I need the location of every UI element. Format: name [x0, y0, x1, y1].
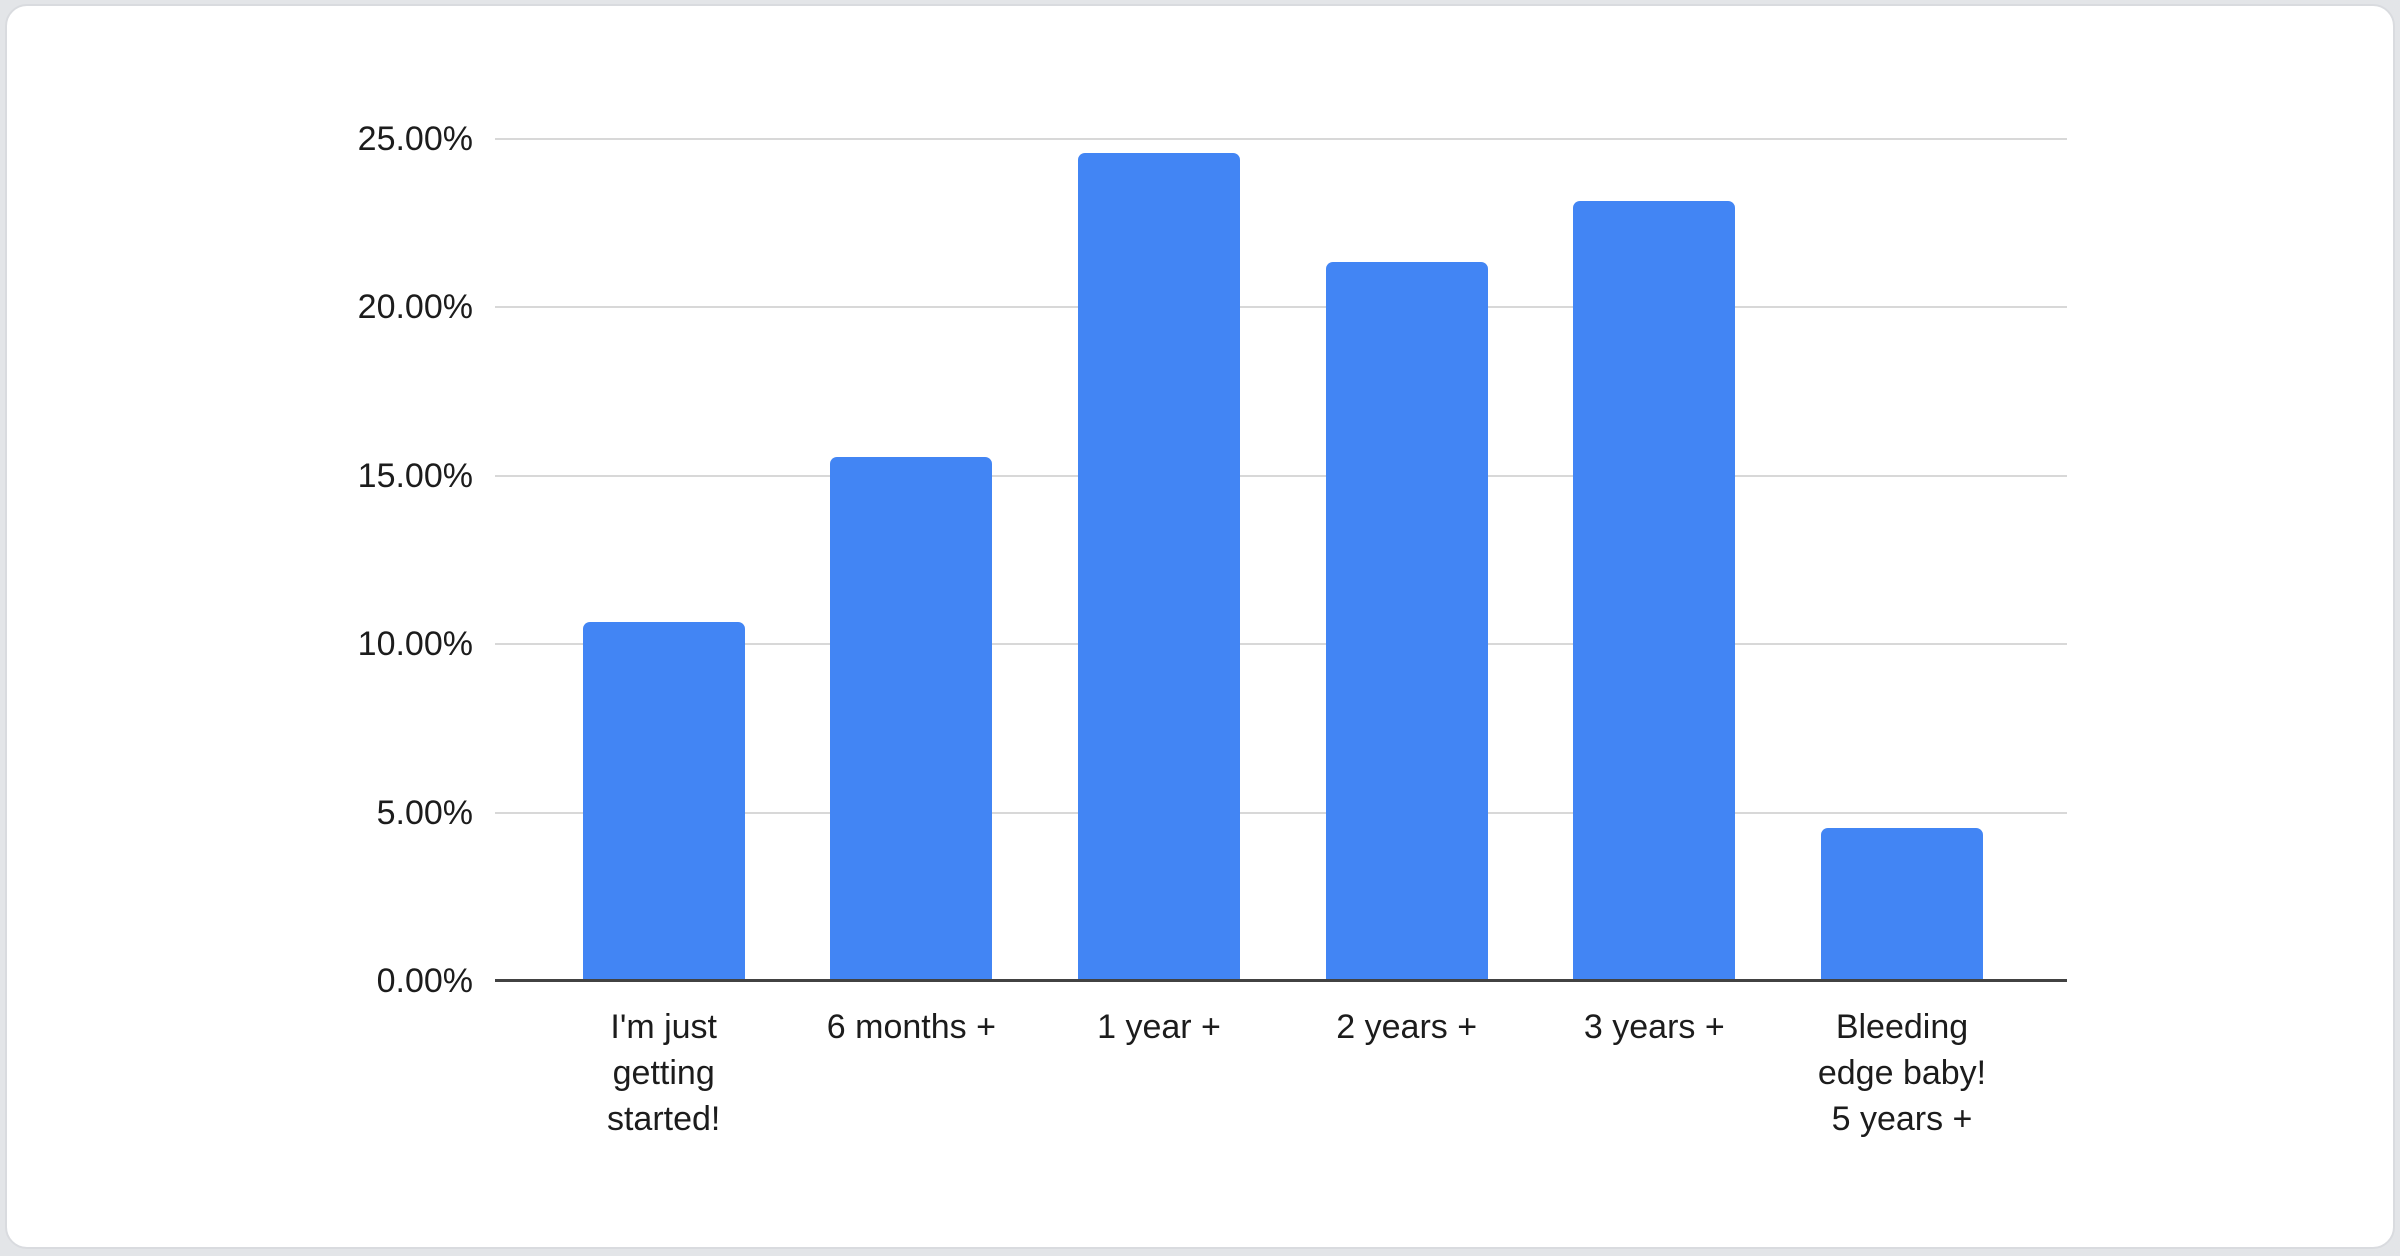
y-axis-label-25pct: 25.00% — [357, 120, 473, 158]
gridline-10pct — [495, 643, 2067, 646]
bar-2-years[interactable] — [1325, 261, 1488, 981]
x-axis-label-6-months: 6 months + — [826, 1008, 996, 1046]
bar-i-m-just-getting-started[interactable] — [582, 621, 745, 981]
gridline-15pct — [495, 474, 2067, 477]
plot-area — [495, 138, 2067, 982]
y-axis-label-15pct: 15.00% — [357, 456, 473, 495]
x-axis-label-i-m-just-getting-started: I'm just getting started! — [606, 1008, 721, 1138]
gridline-25pct — [495, 138, 2067, 140]
y-axis-label-20pct: 20.00% — [357, 288, 473, 327]
gridline-20pct — [495, 306, 2067, 309]
bar-bleeding-edge-baby-5-years[interactable] — [1821, 828, 1983, 981]
x-axis-label-2-years: 2 years + — [1336, 1008, 1478, 1046]
bar-1-year[interactable] — [1078, 153, 1241, 981]
x-axis-label-bleeding-edge-baby-5-years: Bleeding edge baby! 5 years + — [1817, 1008, 1987, 1138]
y-axis-label-10pct: 10.00% — [357, 625, 473, 664]
y-axis-label-5pct: 5.00% — [376, 793, 473, 832]
bar-6-months[interactable] — [830, 456, 993, 981]
x-axis-label-1-year: 1 year + — [1097, 1008, 1221, 1046]
x-axis-line — [495, 979, 2067, 982]
y-axis-label-0pct: 0.00% — [376, 962, 473, 1000]
gridline-5pct — [495, 811, 2067, 814]
x-axis-label-3-years: 3 years + — [1583, 1008, 1725, 1046]
bar-3-years[interactable] — [1573, 200, 1736, 981]
